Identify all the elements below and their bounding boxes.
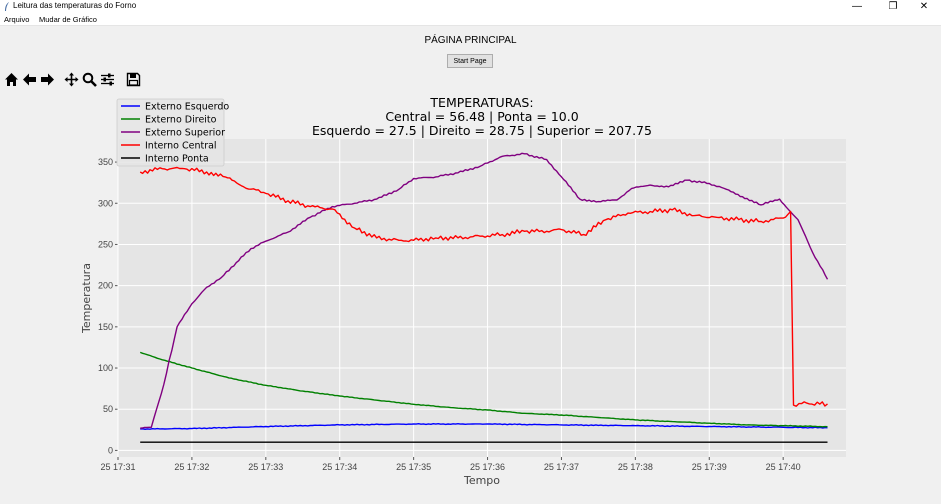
feather-icon [5,2,9,11]
menu-bar: Arquivo Mudar de Gráfico [0,14,941,26]
forward-button[interactable] [39,71,56,88]
page-title: PÁGINA PRINCIPAL [424,35,517,46]
series-line-interno-central [139,166,828,407]
x-tick-label: 25 17:35 [396,462,431,472]
close-button[interactable]: ✕ [919,1,929,12]
legend-entry: Externo Superior [145,128,225,139]
minimize-button[interactable]: — [852,1,862,12]
chart-title-line: Central = 56.48 | Ponta = 10.0 [385,109,578,124]
save-icon [126,72,141,87]
configure-subplots-icon [101,73,114,86]
back-button[interactable] [21,71,38,88]
x-tick-label: 25 17:33 [248,462,283,472]
forward-arrow-icon [41,73,54,86]
x-tick-label: 25 17:36 [470,462,505,472]
series-line-externo-direito [139,351,828,428]
y-tick-label: 50 [103,404,113,414]
y-tick-label: 250 [98,239,113,249]
y-tick-label: 300 [98,198,113,208]
y-tick-label: 150 [98,322,113,332]
legend-entry: Interno Central [145,141,217,152]
y-tick-label: 100 [98,363,113,373]
legend-entry: Externo Direito [145,115,217,126]
series-line-externo-esquerdo [140,423,828,430]
menu-arquivo[interactable]: Arquivo [4,15,30,24]
series-line-externo-superior [140,152,829,429]
x-tick-label: 25 17:39 [692,462,727,472]
zoom-icon [82,72,97,87]
chart-title-line: Esquerdo = 27.5 | Direito = 28.75 | Supe… [312,123,652,138]
start-page-button[interactable]: Start Page [447,54,493,68]
x-tick-label: 25 17:32 [174,462,209,472]
chart-title-line: TEMPERATURAS: [429,95,533,110]
zoom-button[interactable] [81,71,98,88]
legend-entry: Externo Esquerdo [145,102,229,113]
back-arrow-icon [23,73,36,86]
x-tick-label: 25 17:38 [618,462,653,472]
save-button[interactable] [125,71,142,88]
pan-icon [64,72,79,87]
menu-mudar-de-grafico[interactable]: Mudar de Gráfico [39,15,97,24]
home-button[interactable] [3,71,20,88]
window-title: Leitura das temperaturas do Forno [13,1,137,10]
plot-area [118,139,846,457]
y-tick-label: 0 [108,445,113,455]
y-tick-label: 350 [98,157,113,167]
y-axis-label: Temperatura [80,263,93,334]
maximize-button[interactable]: ❐ [888,1,898,12]
x-tick-label: 25 17:31 [100,462,135,472]
x-tick-label: 25 17:34 [322,462,357,472]
x-tick-label: 25 17:40 [766,462,801,472]
legend-box [116,98,225,167]
configure-subplots-button[interactable] [99,71,116,88]
y-tick-label: 200 [98,281,113,291]
title-bar: Leitura das temperaturas do Forno — ❐ ✕ [0,0,941,14]
x-axis-label: Tempo [463,474,500,487]
legend-entry: Interno Ponta [145,154,209,165]
pan-button[interactable] [63,71,80,88]
x-tick-label: 25 17:37 [544,462,579,472]
home-icon [5,73,18,86]
